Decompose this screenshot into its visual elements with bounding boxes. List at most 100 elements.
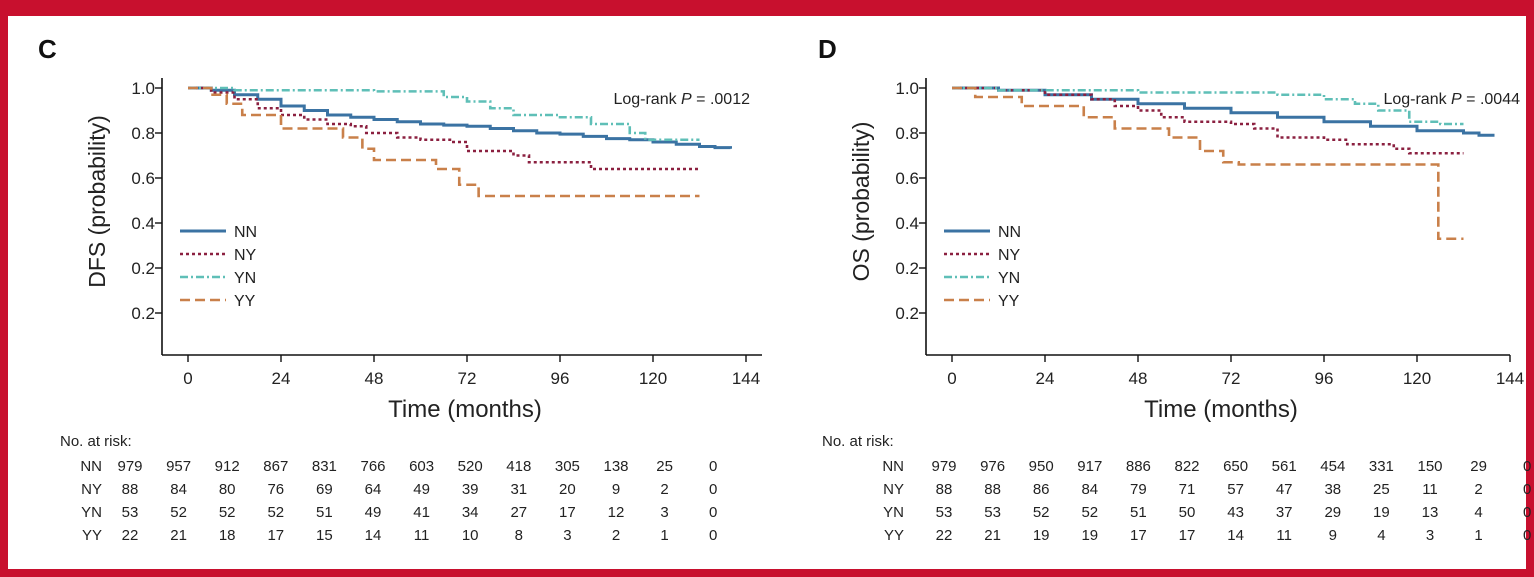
risk-cell: 13 bbox=[1422, 504, 1439, 521]
risk-cell: 14 bbox=[365, 527, 382, 544]
y-tick-label: 0.4 bbox=[131, 214, 155, 233]
x-axis-label: Time (months) bbox=[1144, 396, 1298, 423]
risk-cell: 8 bbox=[515, 527, 523, 544]
risk-row-group: NN bbox=[882, 458, 904, 475]
panel-letter: D bbox=[818, 34, 837, 64]
risk-cell: 979 bbox=[931, 458, 956, 475]
legend-label: YY bbox=[998, 293, 1020, 310]
risk-cell: 11 bbox=[1422, 481, 1438, 498]
risk-row-group: NY bbox=[81, 481, 102, 498]
risk-cell: 47 bbox=[1276, 481, 1293, 498]
risk-cell: 52 bbox=[267, 504, 284, 521]
y-tick-label: 0.2 bbox=[895, 259, 919, 278]
risk-cell: 64 bbox=[365, 481, 382, 498]
risk-cell: 27 bbox=[510, 504, 527, 521]
risk-cell: 31 bbox=[510, 481, 527, 498]
risk-cell: 21 bbox=[170, 527, 187, 544]
risk-cell: 25 bbox=[656, 458, 673, 475]
x-tick-label: 0 bbox=[947, 369, 956, 388]
risk-cell: 53 bbox=[936, 504, 953, 521]
risk-cell: 52 bbox=[1081, 504, 1098, 521]
risk-cell: 561 bbox=[1272, 458, 1297, 475]
x-tick-label: 96 bbox=[1315, 369, 1334, 388]
risk-cell: 418 bbox=[506, 458, 531, 475]
y-tick-label: 0.8 bbox=[895, 124, 919, 143]
legend-label: YN bbox=[234, 270, 256, 287]
risk-cell: 34 bbox=[462, 504, 479, 521]
x-tick-label: 48 bbox=[1129, 369, 1148, 388]
risk-cell: 22 bbox=[936, 527, 953, 544]
risk-cell: 11 bbox=[414, 527, 430, 544]
risk-cell: 84 bbox=[1081, 481, 1098, 498]
risk-cell: 2 bbox=[660, 481, 668, 498]
risk-cell: 21 bbox=[984, 527, 1001, 544]
y-tick-label: 0.8 bbox=[131, 124, 155, 143]
x-tick-label: 96 bbox=[551, 369, 570, 388]
x-tick-label: 0 bbox=[183, 369, 192, 388]
series-line-nn bbox=[952, 86, 1495, 137]
x-tick-label: 48 bbox=[365, 369, 384, 388]
x-axis-label: Time (months) bbox=[388, 396, 542, 423]
risk-cell: 2 bbox=[1474, 481, 1482, 498]
risk-cell: 19 bbox=[1081, 527, 1098, 544]
risk-cell: 20 bbox=[559, 481, 576, 498]
risk-cell: 0 bbox=[709, 527, 717, 544]
risk-cell: 22 bbox=[122, 527, 139, 544]
risk-cell: 4 bbox=[1377, 527, 1385, 544]
risk-cell: 29 bbox=[1324, 504, 1341, 521]
risk-cell: 51 bbox=[1130, 504, 1147, 521]
y-tick-label: 1.0 bbox=[131, 79, 155, 98]
annotation-value: = .0044 bbox=[1462, 91, 1520, 108]
x-tick-label: 24 bbox=[272, 369, 291, 388]
risk-cell: 11 bbox=[1276, 527, 1292, 544]
risk-cell: 886 bbox=[1126, 458, 1151, 475]
risk-cell: 37 bbox=[1276, 504, 1293, 521]
risk-cell: 50 bbox=[1179, 504, 1196, 521]
risk-cell: 52 bbox=[219, 504, 236, 521]
risk-cell: 917 bbox=[1077, 458, 1102, 475]
series-line-ny bbox=[188, 86, 700, 171]
x-tick-label: 144 bbox=[1496, 369, 1524, 388]
risk-row-group: YY bbox=[82, 527, 102, 544]
series-line-yn bbox=[188, 86, 700, 142]
risk-cell: 41 bbox=[413, 504, 430, 521]
legend-label: YN bbox=[998, 270, 1020, 287]
risk-cell: 454 bbox=[1320, 458, 1345, 475]
risk-cell: 86 bbox=[1033, 481, 1050, 498]
y-axis-label: DFS (probability) bbox=[84, 115, 110, 288]
x-tick-label: 24 bbox=[1036, 369, 1055, 388]
risk-cell: 3 bbox=[563, 527, 571, 544]
risk-cell: 0 bbox=[1523, 458, 1531, 475]
risk-cell: 43 bbox=[1227, 504, 1244, 521]
risk-cell: 80 bbox=[219, 481, 236, 498]
legend-label: NN bbox=[998, 224, 1021, 241]
risk-cell: 2 bbox=[612, 527, 620, 544]
risk-cell: 12 bbox=[608, 504, 625, 521]
risk-cell: 0 bbox=[709, 504, 717, 521]
risk-table-title: No. at risk: bbox=[822, 433, 894, 450]
risk-cell: 520 bbox=[458, 458, 483, 475]
risk-cell: 25 bbox=[1373, 481, 1390, 498]
x-tick-label: 72 bbox=[458, 369, 477, 388]
y-axis-label: OS (probability) bbox=[848, 122, 874, 282]
risk-cell: 76 bbox=[267, 481, 284, 498]
risk-cell: 603 bbox=[409, 458, 434, 475]
risk-cell: 912 bbox=[215, 458, 240, 475]
risk-cell: 18 bbox=[219, 527, 236, 544]
legend-label: NY bbox=[234, 247, 257, 264]
risk-cell: 52 bbox=[1033, 504, 1050, 521]
annotation-p: P bbox=[681, 91, 692, 108]
risk-cell: 49 bbox=[413, 481, 430, 498]
risk-row-group: NN bbox=[80, 458, 102, 475]
y-tick-label: 0.6 bbox=[895, 169, 919, 188]
risk-cell: 57 bbox=[1227, 481, 1244, 498]
series-line-yy bbox=[188, 86, 700, 198]
x-tick-label: 72 bbox=[1222, 369, 1241, 388]
risk-cell: 950 bbox=[1029, 458, 1054, 475]
risk-cell: 52 bbox=[170, 504, 187, 521]
risk-cell: 53 bbox=[984, 504, 1001, 521]
risk-row-group: YN bbox=[81, 504, 102, 521]
